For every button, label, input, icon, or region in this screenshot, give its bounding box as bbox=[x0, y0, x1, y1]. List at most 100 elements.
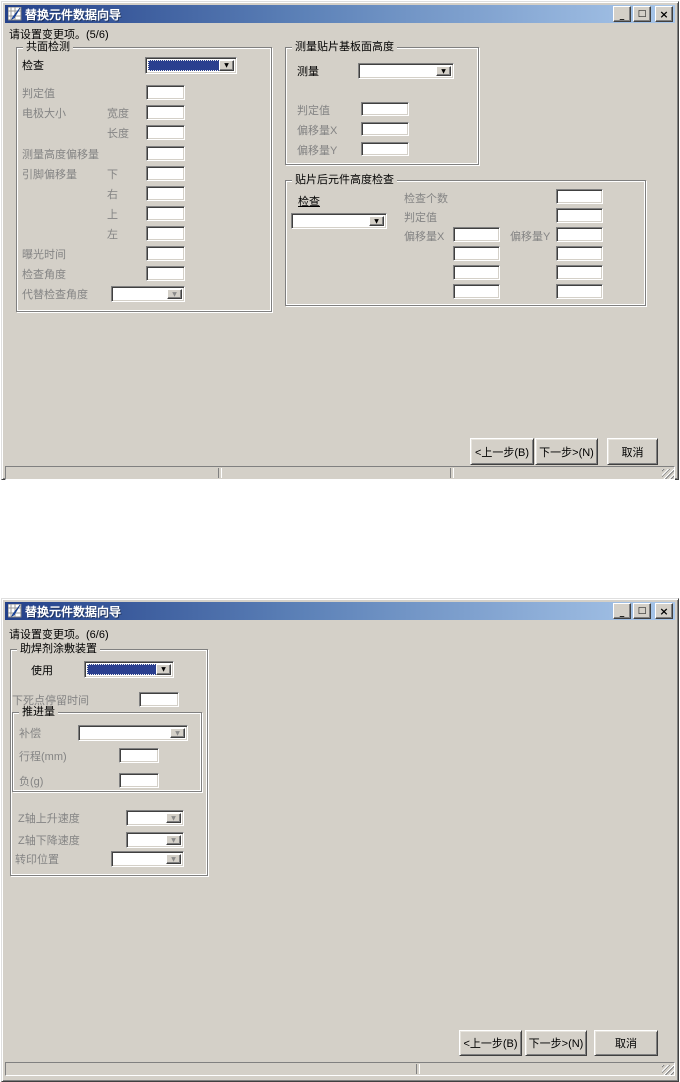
combobox-selected-value bbox=[129, 813, 167, 823]
combobox-selected-value bbox=[148, 60, 220, 71]
chevron-down-icon[interactable]: ▼ bbox=[369, 216, 384, 226]
z-up-speed-label: Z轴上升速度 bbox=[18, 813, 80, 825]
next-button[interactable]: 下一步>(N) bbox=[535, 438, 598, 465]
transfer-position-label: 转印位置 bbox=[15, 854, 59, 866]
load-input[interactable] bbox=[119, 773, 159, 788]
measure-height-offset-input[interactable] bbox=[146, 146, 185, 161]
lead-offset-up-input[interactable] bbox=[146, 206, 185, 221]
maximize-button[interactable]: □ bbox=[633, 6, 651, 22]
maximize-button[interactable]: □ bbox=[633, 603, 651, 619]
minimize-button[interactable]: _ bbox=[613, 6, 631, 22]
offset-y-label: 偏移量Y bbox=[297, 145, 338, 157]
advance-group: 推进量 bbox=[12, 706, 202, 792]
cancel-button[interactable]: 取消 bbox=[594, 1030, 658, 1056]
bottom-dwell-time-label: 下死点停留时间 bbox=[12, 695, 89, 707]
post-offset-x4-input[interactable] bbox=[453, 284, 500, 299]
transfer-position-combobox[interactable]: ▼ bbox=[111, 851, 184, 867]
measure-height-offset-label: 测量高度偏移量 bbox=[22, 149, 99, 161]
stroke-label: 行程(mm) bbox=[19, 751, 67, 763]
window-title: 替换元件数据向导 bbox=[25, 7, 122, 22]
judgment-value-input[interactable] bbox=[146, 85, 185, 100]
offset-y-label: 偏移量Y bbox=[510, 231, 551, 243]
lead-offset-right-input[interactable] bbox=[146, 186, 185, 201]
measure-combobox[interactable]: ▼ bbox=[358, 63, 454, 79]
up-label: 上 bbox=[107, 209, 118, 221]
chevron-down-icon[interactable]: ▼ bbox=[156, 664, 171, 675]
exposure-time-label: 曝光时间 bbox=[22, 249, 66, 261]
next-button[interactable]: 下一步>(N) bbox=[525, 1030, 587, 1056]
lead-offset-left-input[interactable] bbox=[146, 226, 185, 241]
back-button[interactable]: <上一步(B) bbox=[470, 438, 534, 465]
judgment-value-label: 判定值 bbox=[404, 212, 437, 224]
post-offset-y3-input[interactable] bbox=[556, 265, 603, 280]
lead-offset-down-input[interactable] bbox=[146, 166, 185, 181]
titlebar[interactable]: 替换元件数据向导 _ □ × bbox=[5, 5, 675, 23]
window-controls: _ □ × bbox=[613, 603, 673, 619]
post-offset-y4-input[interactable] bbox=[556, 284, 603, 299]
advance-group-legend: 推进量 bbox=[19, 706, 58, 719]
chevron-down-icon[interactable]: ▼ bbox=[170, 728, 185, 738]
bottom-dwell-time-input[interactable] bbox=[139, 692, 179, 707]
wizard-icon bbox=[7, 6, 22, 21]
minimize-button[interactable]: _ bbox=[613, 603, 631, 619]
post-offset-x1-input[interactable] bbox=[453, 227, 500, 242]
resize-grip[interactable] bbox=[662, 1065, 674, 1075]
board-offset-x-input[interactable] bbox=[361, 122, 409, 136]
board-offset-y-input[interactable] bbox=[361, 142, 409, 156]
chevron-down-icon[interactable]: ▼ bbox=[166, 854, 181, 864]
status-bar-divider bbox=[450, 468, 454, 478]
stroke-input[interactable] bbox=[119, 748, 159, 763]
measure-label: 测量 bbox=[297, 66, 319, 78]
post-check-combobox[interactable]: ▼ bbox=[291, 213, 387, 229]
resize-grip[interactable] bbox=[662, 469, 674, 479]
use-combobox[interactable]: ▼ bbox=[84, 661, 174, 678]
board-height-group-legend: 测量贴片基板面高度 bbox=[292, 41, 397, 54]
compensation-label: 补偿 bbox=[19, 728, 41, 740]
check-count-input[interactable] bbox=[556, 189, 603, 204]
combobox-selected-value bbox=[361, 66, 437, 76]
compensation-combobox[interactable]: ▼ bbox=[78, 725, 188, 741]
post-offset-x3-input[interactable] bbox=[453, 265, 500, 280]
post-offset-y2-input[interactable] bbox=[556, 246, 603, 261]
back-button[interactable]: <上一步(B) bbox=[459, 1030, 522, 1056]
judgment-value-label: 判定值 bbox=[22, 88, 55, 100]
z-down-speed-combobox[interactable]: ▼ bbox=[126, 832, 184, 848]
electrode-width-input[interactable] bbox=[146, 105, 185, 120]
window-controls: _ □ × bbox=[613, 6, 673, 22]
cancel-button[interactable]: 取消 bbox=[607, 438, 658, 465]
coplanarity-check-combobox[interactable]: ▼ bbox=[145, 57, 237, 74]
judgment-value-label: 判定值 bbox=[297, 105, 330, 117]
left-label: 左 bbox=[107, 229, 118, 241]
post-offset-x2-input[interactable] bbox=[453, 246, 500, 261]
length-label: 长度 bbox=[107, 128, 129, 140]
chevron-down-icon[interactable]: ▼ bbox=[167, 289, 182, 299]
chevron-down-icon[interactable]: ▼ bbox=[166, 835, 181, 845]
check-angle-input[interactable] bbox=[146, 266, 185, 281]
close-icon[interactable]: × bbox=[655, 6, 673, 22]
chevron-down-icon[interactable]: ▼ bbox=[436, 66, 451, 76]
close-icon[interactable]: × bbox=[655, 603, 673, 619]
z-down-speed-label: Z轴下降速度 bbox=[18, 835, 80, 847]
electrode-length-input[interactable] bbox=[146, 125, 185, 140]
wizard-dialog-step5: 替换元件数据向导 _ □ × 请设置变更项。(5/6) 共面检测 检查 ▼ 判定… bbox=[1, 1, 679, 480]
board-judgment-value-input[interactable] bbox=[361, 102, 409, 116]
window-title: 替换元件数据向导 bbox=[25, 604, 122, 619]
alt-check-angle-combobox[interactable]: ▼ bbox=[111, 286, 185, 302]
status-bar-divider bbox=[416, 1064, 420, 1074]
check-count-label: 检查个数 bbox=[404, 193, 448, 205]
chevron-down-icon[interactable]: ▼ bbox=[219, 60, 234, 71]
load-label: 负(g) bbox=[19, 776, 44, 788]
status-bar-divider bbox=[218, 468, 222, 478]
wizard-step-subtitle: 请设置变更项。(6/6) bbox=[9, 629, 109, 641]
combobox-selected-value bbox=[114, 289, 168, 299]
board-height-group: 测量贴片基板面高度 bbox=[285, 41, 479, 165]
z-up-speed-combobox[interactable]: ▼ bbox=[126, 810, 184, 826]
alt-check-angle-label: 代替检查角度 bbox=[22, 289, 88, 301]
post-judgment-value-input[interactable] bbox=[556, 208, 603, 223]
exposure-time-input[interactable] bbox=[146, 246, 185, 261]
titlebar[interactable]: 替换元件数据向导 _ □ × bbox=[5, 602, 675, 620]
chevron-down-icon[interactable]: ▼ bbox=[166, 813, 181, 823]
post-offset-y1-input[interactable] bbox=[556, 227, 603, 242]
flux-group: 助焊剂涂敷装置 bbox=[10, 643, 208, 876]
